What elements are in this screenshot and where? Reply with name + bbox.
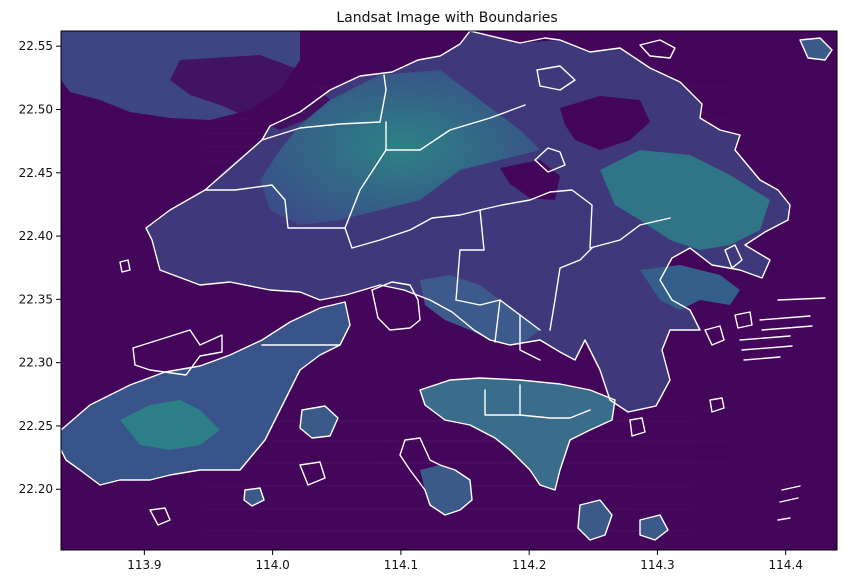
x-tick-label: 113.9 (127, 558, 161, 572)
y-tick-label: 22.40 (19, 229, 53, 243)
x-tick-label: 114.1 (384, 558, 418, 572)
small-island-3 (800, 38, 832, 60)
hk-island (420, 378, 615, 490)
y-tick-label: 22.50 (19, 102, 53, 116)
y-tick-label: 22.45 (19, 166, 53, 180)
plot-title: Landsat Image with Boundaries (336, 10, 557, 26)
map-area (61, 31, 837, 550)
lantau-peaks (120, 400, 220, 450)
y-tick-label: 22.35 (19, 292, 53, 306)
mountains-east (600, 150, 770, 250)
mountains-central (260, 70, 540, 225)
x-tick-label: 114.4 (769, 558, 803, 572)
small-island-5 (640, 515, 668, 540)
kowloon-peninsula (420, 275, 540, 345)
small-island-4 (244, 488, 264, 506)
y-tick-label: 22.20 (19, 482, 53, 496)
axes-frame (60, 30, 838, 551)
y-tick-label: 22.55 (19, 39, 53, 53)
tolo-harbour (560, 96, 650, 150)
small-island-2 (578, 500, 612, 540)
deep-bay (170, 55, 330, 130)
lamma-island (420, 465, 472, 515)
boundary-lines (61, 31, 833, 541)
lantau-island (61, 302, 350, 485)
y-tick-label: 22.25 (19, 419, 53, 433)
y-tick-label: 22.30 (19, 356, 53, 370)
y-axis: 22.55 22.50 22.45 22.40 22.35 22.30 22.25 22.20 (19, 39, 61, 496)
x-tick-label: 114.3 (640, 558, 674, 572)
small-island-1 (300, 406, 338, 438)
x-axis: 113.9 114.0 114.1 114.2 114.3 114.4 (127, 550, 803, 572)
x-tick-label: 114.0 (255, 558, 289, 572)
x-tick-label: 114.2 (512, 558, 546, 572)
sai-kung-peninsula (640, 265, 740, 310)
